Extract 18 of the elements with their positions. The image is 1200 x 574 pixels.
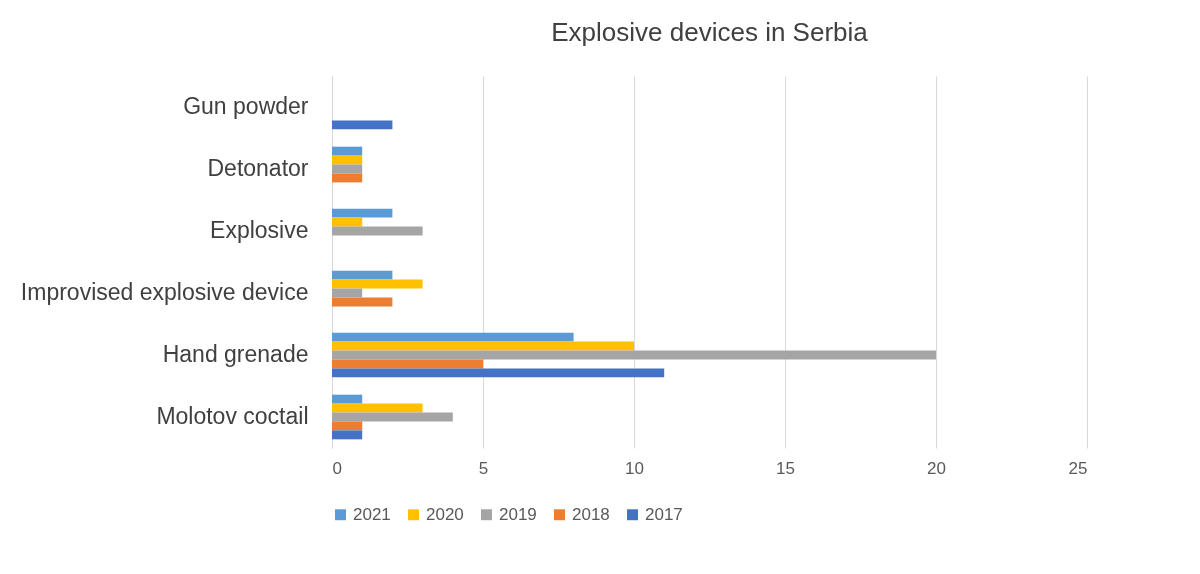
y-tick-label: Hand grenade xyxy=(162,341,309,367)
x-tick-label: 0 xyxy=(332,458,342,478)
x-tick-label: 5 xyxy=(478,458,489,478)
x-tick-label: 15 xyxy=(776,458,795,478)
legend-label: 2020 xyxy=(426,504,464,524)
y-tick-label: Gun powder xyxy=(183,93,309,119)
x-tick-label: 10 xyxy=(625,458,644,478)
y-tick-label: Improvised explosive device xyxy=(20,279,309,305)
legend-label: 2021 xyxy=(353,504,391,524)
y-tick-label: Detonator xyxy=(207,155,309,181)
x-tick-label: 25 xyxy=(1068,458,1088,478)
x-tick-label: 20 xyxy=(927,458,946,478)
legend-label: 2018 xyxy=(572,504,610,524)
chart-title: Explosive devices in Serbia xyxy=(551,17,869,47)
legend-label: 2019 xyxy=(499,504,537,524)
y-tick-label: Explosive xyxy=(210,217,309,243)
legend-label: 2017 xyxy=(645,504,683,524)
y-tick-label: Molotov coctail xyxy=(156,403,309,429)
